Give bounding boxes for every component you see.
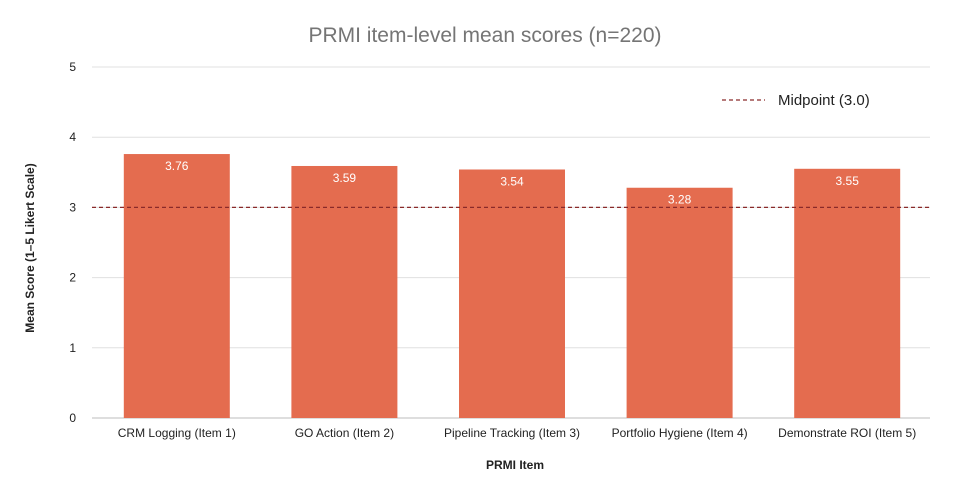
legend: Midpoint (3.0): [722, 92, 870, 109]
x-axis-ticks: CRM Logging (Item 1) GO Action (Item 2) Pi…: [118, 426, 916, 440]
y-tick-label: 4: [69, 130, 76, 144]
y-tick-label: 2: [69, 271, 76, 285]
data-label-1: 3.76: [165, 159, 189, 173]
y-tick-label: 3: [69, 200, 76, 214]
data-label-5: 3.55: [836, 174, 860, 188]
x-tick-label-1: CRM Logging (Item 1): [118, 426, 236, 440]
data-label-3: 3.54: [500, 174, 524, 188]
bars: [123, 154, 901, 418]
data-label-2: 3.59: [333, 171, 357, 185]
data-labels: 3.76 3.59 3.54 3.28 3.55: [165, 159, 859, 207]
bar-4: [626, 187, 733, 418]
bar-2: [291, 165, 398, 418]
x-axis-title: PRMI Item: [486, 458, 544, 472]
y-tick-label: 1: [69, 341, 76, 355]
chart-title: PRMI item-level mean scores (n=220): [308, 24, 661, 47]
legend-label-midpoint: Midpoint (3.0): [778, 92, 870, 109]
y-tick-label: 5: [69, 60, 76, 74]
bar-1: [123, 154, 230, 418]
bar-3: [459, 169, 565, 418]
data-label-4: 3.28: [668, 193, 692, 207]
x-tick-label-4: Portfolio Hygiene (Item 4): [612, 426, 748, 440]
bar-5: [794, 168, 901, 418]
y-axis-ticks: 0 1 2 3 4 5: [69, 60, 76, 425]
x-tick-label-3: Pipeline Tracking (Item 3): [444, 426, 580, 440]
y-axis-title: Mean Score (1–5 Likert Scale): [23, 163, 37, 332]
x-tick-label-2: GO Action (Item 2): [295, 426, 394, 440]
y-tick-label: 0: [69, 411, 76, 425]
x-tick-label-5: Demonstrate ROI (Item 5): [778, 426, 916, 440]
